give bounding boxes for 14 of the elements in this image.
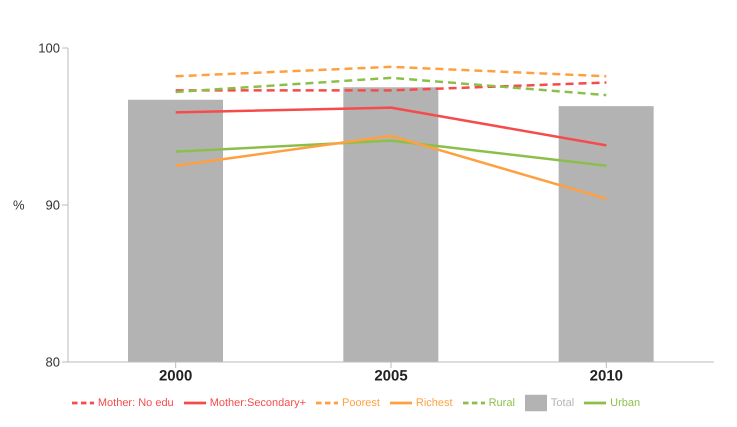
legend-label: Mother: No edu bbox=[98, 396, 174, 409]
x-tick-label: 2005 bbox=[374, 368, 408, 385]
x-tick-label: 2000 bbox=[158, 368, 192, 385]
legend-label: Poorest bbox=[342, 396, 380, 409]
legend-label: Urban bbox=[610, 396, 640, 409]
legend-label: Mother:Secondary+ bbox=[210, 396, 306, 409]
legend-label: Richest bbox=[416, 396, 453, 409]
x-tick-label: 2010 bbox=[590, 368, 624, 385]
y-tick-label: 90 bbox=[46, 198, 60, 213]
y-axis-title: % bbox=[13, 198, 25, 213]
legend-label: Total bbox=[550, 396, 574, 409]
y-tick-label: 80 bbox=[46, 354, 60, 370]
y-tick-label: 100 bbox=[38, 40, 60, 56]
legend-label: Rural bbox=[488, 396, 515, 409]
